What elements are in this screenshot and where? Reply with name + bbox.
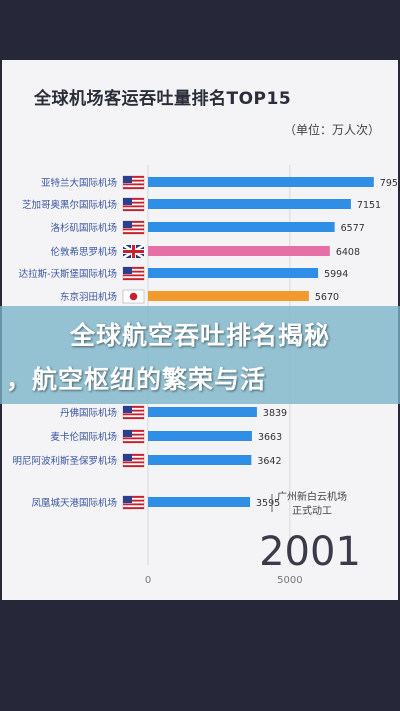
flag-icon <box>122 266 145 281</box>
bar-value-label: 5670 <box>315 292 339 303</box>
chart-title: 全球机场客运吞吐量排名TOP15 <box>34 89 292 109</box>
bar <box>148 497 251 507</box>
x-tick-label: 5000 <box>277 575 302 586</box>
bar-value-label: 3839 <box>263 408 287 419</box>
bar-value-label: 3595 <box>256 498 280 509</box>
bar-category-label: 伦敦希思罗机场 <box>50 246 117 258</box>
bar-category-label: 芝加哥奥黑尔国际机场 <box>22 199 117 211</box>
bar-value-label: 6408 <box>336 247 360 258</box>
x-tick-label: 0 <box>145 575 151 586</box>
bar-value-label: 3642 <box>257 456 281 467</box>
bar <box>148 222 335 232</box>
bar <box>148 407 257 417</box>
flag-icon <box>122 405 145 420</box>
bar-category-label: 洛杉矶国际机场 <box>50 222 117 234</box>
bar-category-label: 明尼阿波利斯圣保罗机场 <box>12 455 117 467</box>
flag-icon <box>122 243 145 260</box>
bar-value-label: 7151 <box>357 200 381 211</box>
flag-icon <box>122 289 145 304</box>
overlay-headline-line-1: 全球航空吞吐排名揭秘 <box>69 321 330 350</box>
flag-icon <box>122 453 145 468</box>
bar-category-label: 凤凰城天港国际机场 <box>31 497 117 509</box>
flag-icon <box>122 197 145 212</box>
unit-label: （单位：万人次） <box>283 123 380 137</box>
bar <box>148 455 252 465</box>
bar <box>148 431 252 441</box>
bottom-bar <box>0 600 400 711</box>
bar-category-label: 麦卡伦国际机场 <box>50 431 117 443</box>
bar <box>148 246 330 256</box>
bar <box>148 268 319 278</box>
overlay-banner <box>0 306 400 404</box>
bar-value-label: 6577 <box>341 223 365 234</box>
annotation-label: 正式动工 <box>292 504 332 517</box>
bar-category-label: 东京羽田机场 <box>60 291 117 303</box>
bar <box>148 199 351 209</box>
bar-category-label: 达拉斯-沃斯堡国际机场 <box>19 268 117 280</box>
year-label: 2001 <box>259 529 361 575</box>
flag-icon <box>122 429 145 444</box>
flag-icon <box>122 175 145 190</box>
overlay-headline-line-2: ，航空枢纽的繁荣与活 <box>6 365 267 394</box>
flag-icon <box>122 495 145 510</box>
bar-value-label: 7958 <box>380 178 400 189</box>
bar <box>148 291 309 301</box>
annotation-label: 广州新白云机场 <box>277 490 347 503</box>
bar <box>148 177 374 187</box>
bar-category-label: 亚特兰大国际机场 <box>41 177 117 189</box>
flag-icon <box>122 220 145 235</box>
bar-value-label: 3663 <box>258 432 282 443</box>
bar-value-label: 5994 <box>324 269 348 280</box>
bar-category-label: 丹佛国际机场 <box>60 407 117 419</box>
